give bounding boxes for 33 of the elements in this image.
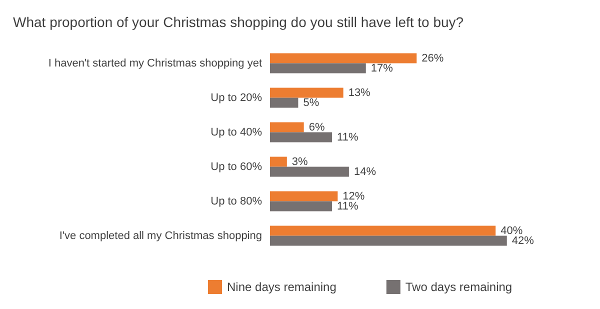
bar [270,53,417,64]
data-label: 17% [370,62,394,74]
bar [270,166,349,177]
data-label: 6% [308,121,325,134]
bar [270,88,344,98]
bar [270,201,332,212]
y-tick-label: Up to 20% [210,92,262,104]
bar [270,132,332,142]
data-label: 3% [292,156,308,168]
data-label: 5% [303,96,320,109]
bar [270,63,366,74]
y-tick-label: I haven't started my Christmas shopping yet [48,57,262,70]
data-label: 40% [500,224,523,237]
data-label: 11% [337,131,358,144]
y-tick-label: Up to 60% [210,160,262,173]
bar [270,156,287,167]
data-label: 13% [348,86,371,99]
legend-label: Nine days remaining [227,280,336,294]
chart-title: What proportion of your Christmas shopping do you still have left to buy? [13,14,464,30]
data-label: 12% [342,190,365,202]
bar [270,236,507,246]
bar [270,122,304,132]
bar [270,98,298,108]
data-label: 26% [422,52,444,64]
bar [270,226,496,236]
data-label: 11% [337,200,358,212]
bar [270,191,338,202]
data-label: 14% [354,166,376,178]
y-tick-label: Up to 40% [210,126,262,138]
data-label: 42% [512,234,534,247]
legend-label: Two days remaining [405,280,512,294]
y-tick-label: I've completed all my Christmas shopping [59,230,262,242]
y-tick-label: Up to 80% [210,195,262,208]
